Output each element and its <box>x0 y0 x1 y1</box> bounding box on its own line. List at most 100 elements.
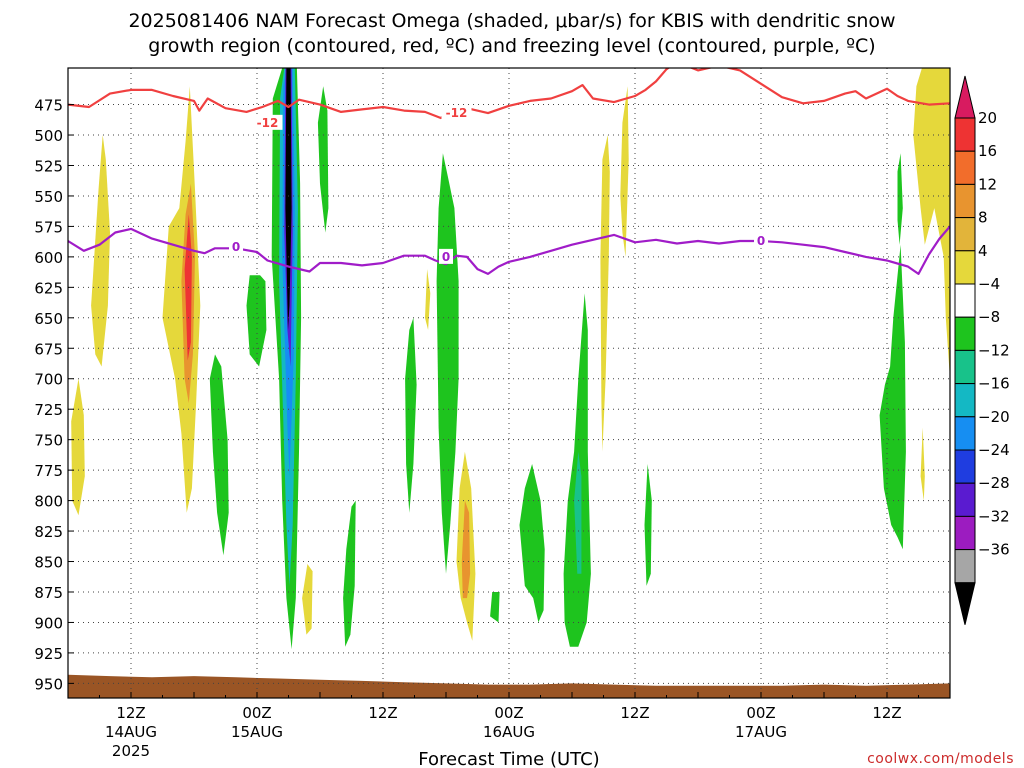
x-tick-label: 15AUG <box>231 723 283 741</box>
colorbar-bottom-arrow <box>954 582 976 625</box>
y-tick-label: 475 <box>34 97 63 115</box>
y-tick-label: 625 <box>34 279 63 297</box>
colorbar-top-arrow <box>954 75 976 119</box>
colorbar-label: 12 <box>978 175 997 193</box>
shading-green-c <box>317 86 329 233</box>
y-tick-label: 875 <box>34 584 63 602</box>
colorbar: 20 16 12 8 4 −4 −8 −12 −16 −20 −24 −28 −32 −36 <box>954 75 1010 625</box>
x-tick-label: 00Z <box>242 704 271 722</box>
shading-cyan-i <box>574 451 582 574</box>
colorbar-label: −16 <box>978 375 1010 393</box>
contour-line-0 <box>68 225 950 275</box>
x-tick-label: 17AUG <box>735 723 787 741</box>
shading-black-core <box>285 68 292 330</box>
y-tick-label: 650 <box>34 310 63 328</box>
x-axis-label: Forecast Time (UTC) <box>418 749 599 768</box>
shading-orange-e <box>461 500 471 599</box>
chart-title-line-2: growth region (contoured, red, ºC) and f… <box>148 35 875 57</box>
x-tick-label: 12Z <box>620 704 649 722</box>
shading-green-j <box>644 464 652 586</box>
terrain-layer <box>68 674 950 698</box>
y-tick-label: 900 <box>34 614 63 632</box>
colorbar-swatch <box>954 150 976 185</box>
colorbar-label: −36 <box>978 541 1010 559</box>
x-tick-label: 12Z <box>872 704 901 722</box>
colorbar-label: −8 <box>978 308 1000 326</box>
y-axis: 475 500 525 550 575 600 625 650 675 700 725 750 775 8… <box>34 97 74 693</box>
colorbar-swatch <box>954 250 976 285</box>
y-tick-label: 725 <box>34 401 63 419</box>
omega-shading-layer <box>71 68 950 650</box>
shading-green-d <box>343 500 356 647</box>
x-tick-label: 14AUG <box>105 723 157 741</box>
y-tick-label: 600 <box>34 249 63 267</box>
colorbar-swatch <box>954 217 976 252</box>
contour-line--12 <box>68 68 950 120</box>
shading-yellow-left-edge <box>71 378 85 516</box>
y-tick-label: 850 <box>34 554 63 572</box>
x-tick-label: 00Z <box>494 704 523 722</box>
chart-title-line-1: 2025081406 NAM Forecast Omega (shaded, μ… <box>128 10 895 32</box>
y-tick-label: 825 <box>34 523 63 541</box>
y-tick-label: 950 <box>34 675 63 693</box>
colorbar-swatch <box>954 183 976 219</box>
colorbar-swatch <box>954 449 976 484</box>
colorbar-label: −32 <box>978 507 1010 525</box>
ground-surface <box>68 674 950 698</box>
contour-label: 0 <box>757 234 765 248</box>
colorbar-swatch <box>954 549 976 584</box>
contour-label-bg <box>229 239 243 255</box>
colorbar-swatch <box>954 283 976 318</box>
contour-layer: -12 -12 0 0 0 <box>68 68 950 275</box>
shading-yellow-d <box>425 269 431 330</box>
shading-green-b <box>246 275 267 367</box>
contour-label: -12 <box>446 106 468 120</box>
colorbar-swatch <box>954 515 976 551</box>
x-tick-label: 2025 <box>112 742 150 760</box>
contour-label: -12 <box>257 116 279 130</box>
colorbar-label: −24 <box>978 441 1010 459</box>
x-tick-label: 00Z <box>746 704 775 722</box>
shading-yellow-h <box>920 427 925 501</box>
colorbar-label: 20 <box>978 109 997 127</box>
contour-label-bg <box>441 105 472 121</box>
shading-green-g <box>490 592 500 623</box>
shading-green-l <box>897 153 903 245</box>
contour-label: 0 <box>442 250 450 264</box>
credit-text: coolwx.com/models <box>867 751 1014 767</box>
contour-label-bg <box>252 114 283 130</box>
colorbar-label: 16 <box>978 142 997 160</box>
y-tick-label: 775 <box>34 462 63 480</box>
colorbar-swatch <box>954 383 976 418</box>
y-tick-label: 700 <box>34 371 63 389</box>
colorbar-label: −12 <box>978 341 1010 359</box>
grid-layer <box>68 68 950 698</box>
shading-yellow-f <box>600 135 610 452</box>
x-tick-label: 12Z <box>116 704 145 722</box>
shading-yellow-a <box>91 135 110 367</box>
colorbar-label: −4 <box>978 275 1000 293</box>
shading-green-h <box>519 464 545 623</box>
y-tick-label: 925 <box>34 645 63 663</box>
colorbar-swatch <box>954 117 976 152</box>
contour-label-bg <box>439 248 453 264</box>
contour-label: 0 <box>232 240 240 254</box>
colorbar-label: 8 <box>978 209 988 227</box>
colorbar-label: −28 <box>978 474 1010 492</box>
shading-green-e <box>405 317 417 513</box>
shading-green-a <box>209 354 229 556</box>
colorbar-swatch <box>954 482 976 517</box>
plot-area: -12 -12 0 0 0 <box>67 67 951 699</box>
shading-yellow-i <box>913 68 950 379</box>
contour-label-bg <box>754 233 768 249</box>
y-tick-label: 750 <box>34 432 63 450</box>
shading-green-k <box>879 244 906 550</box>
y-tick-label: 800 <box>34 493 63 511</box>
y-tick-label: 550 <box>34 188 63 206</box>
colorbar-swatch <box>954 416 976 451</box>
shading-yellow-c <box>302 564 313 635</box>
x-tick-label: 16AUG <box>483 723 535 741</box>
colorbar-label: −20 <box>978 408 1010 426</box>
